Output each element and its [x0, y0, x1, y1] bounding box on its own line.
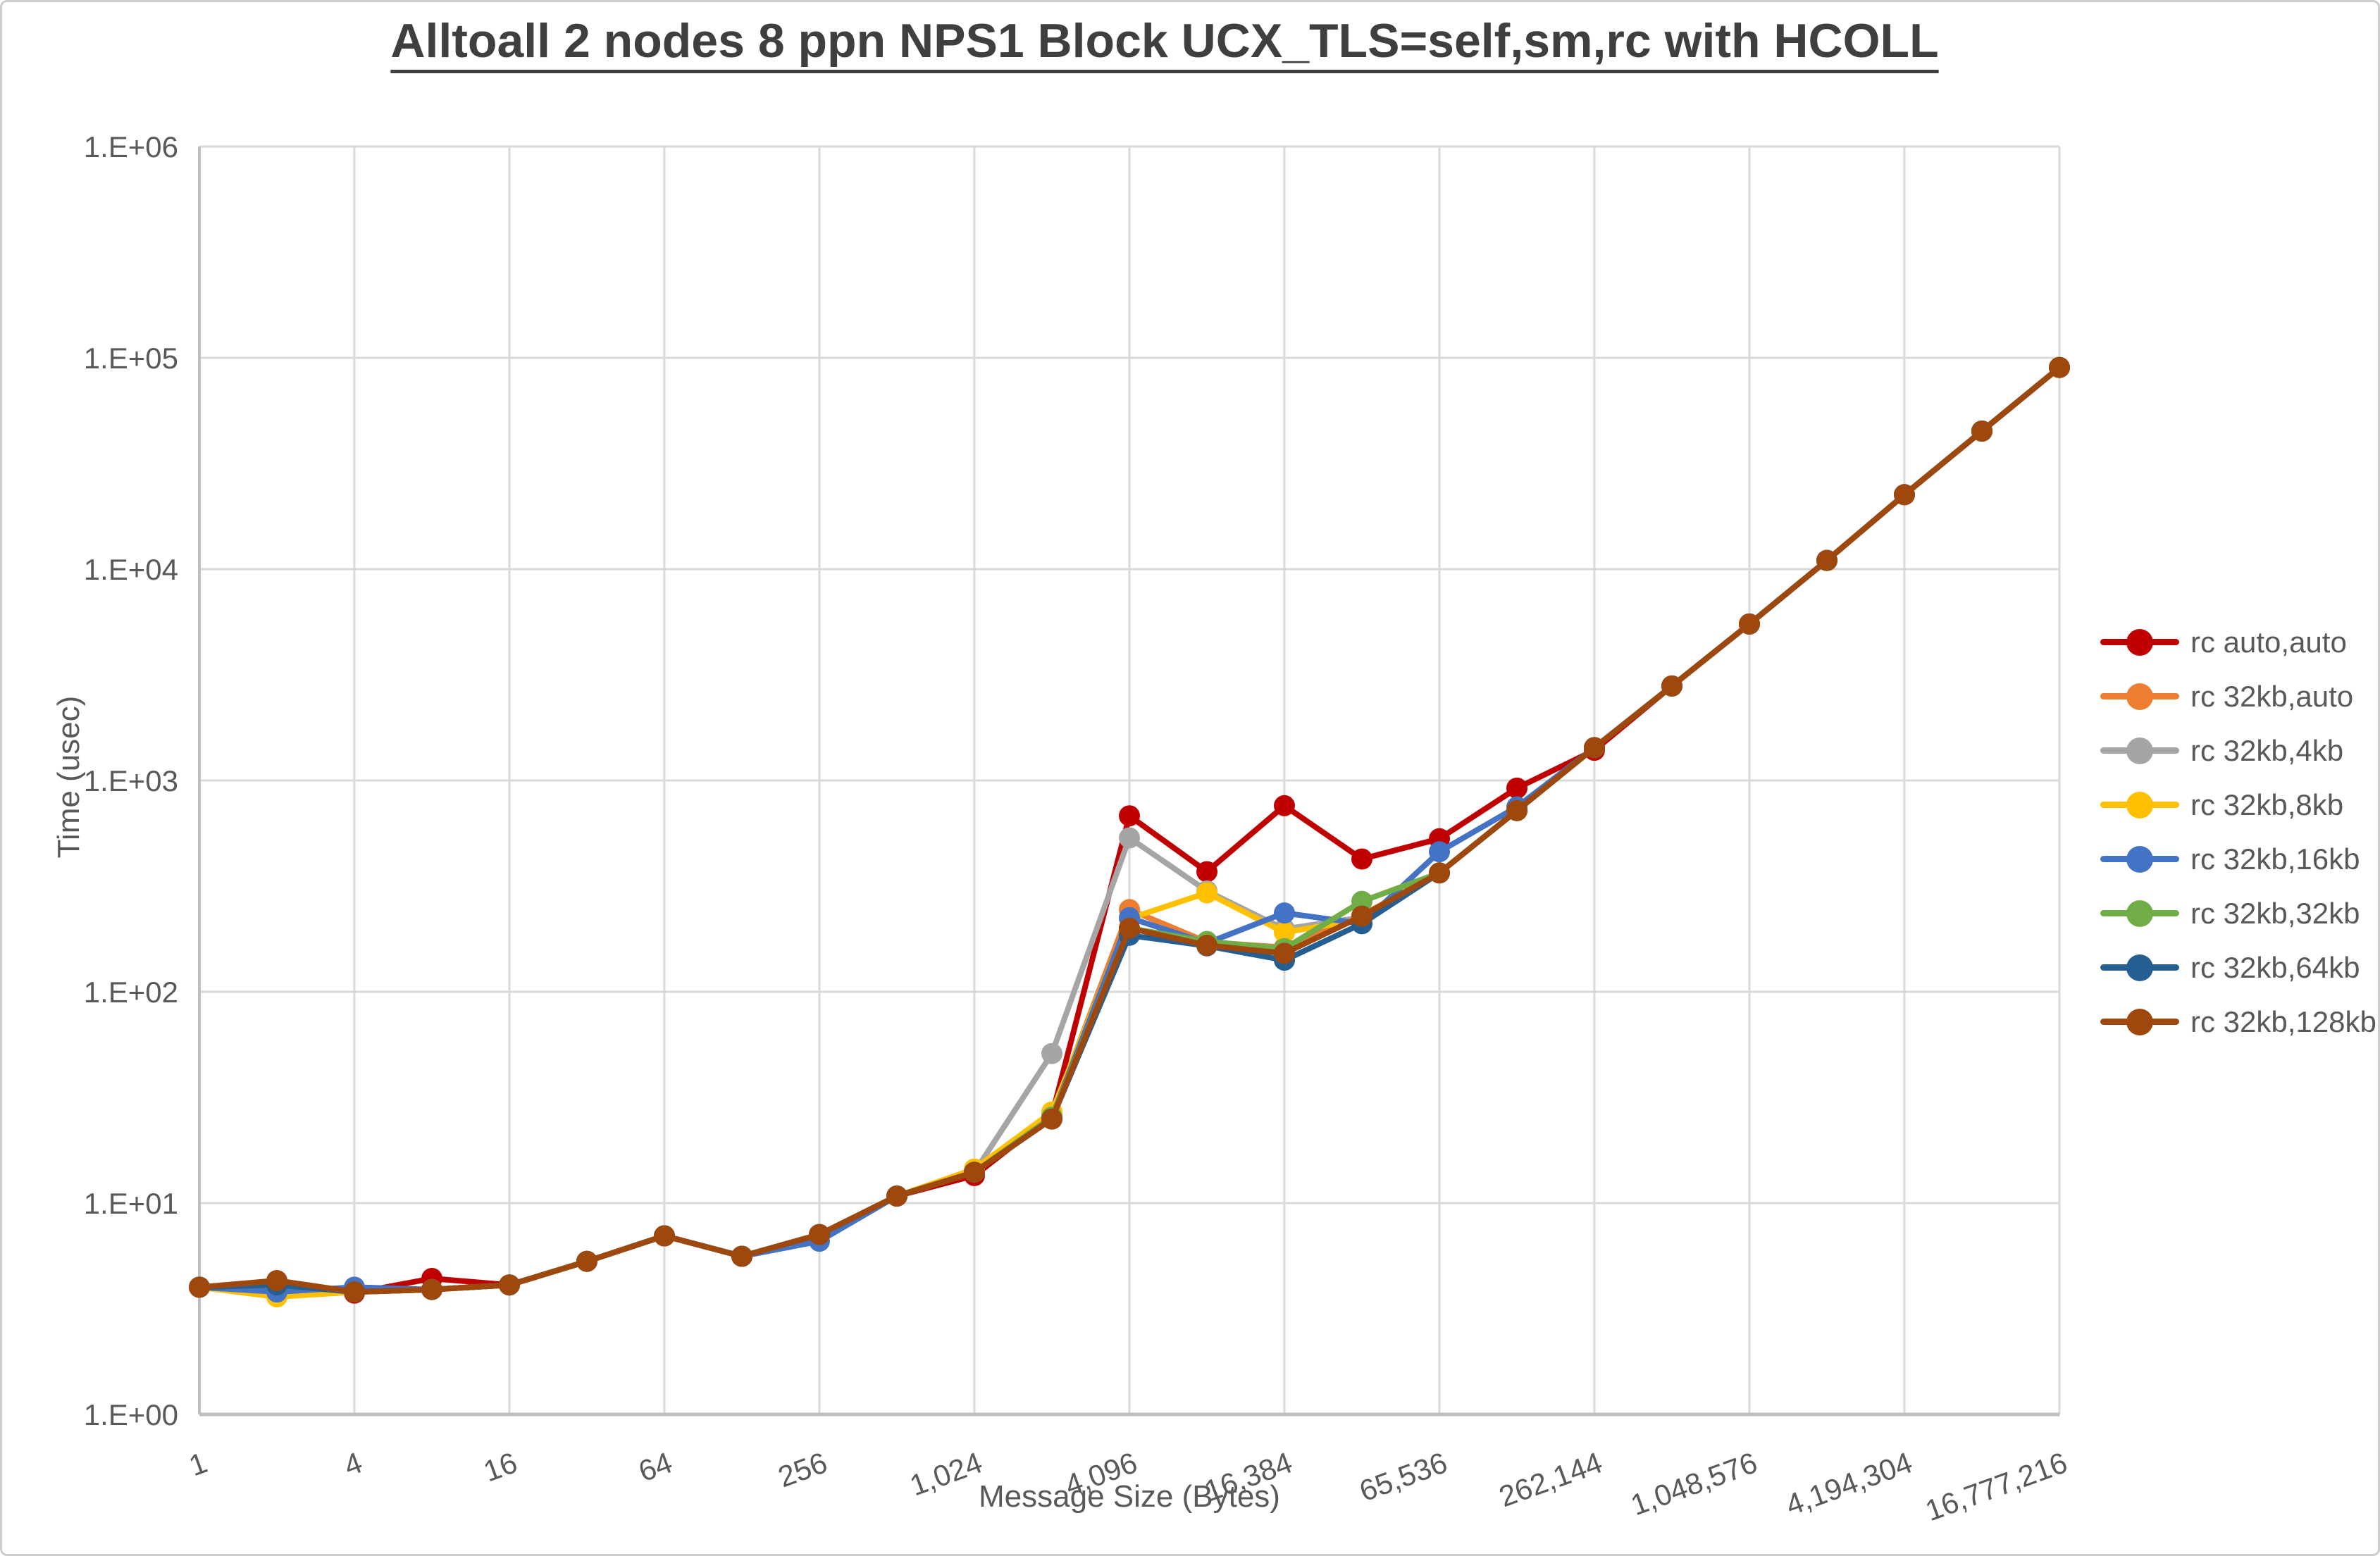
data-point-rc-32kb-128kb: [1119, 917, 1140, 939]
data-point-rc-32kb-128kb: [1196, 935, 1217, 956]
legend-label: rc auto,auto: [2190, 625, 2347, 659]
data-point-rc-auto-auto: [1196, 861, 1217, 883]
data-point-rc-32kb-128kb: [654, 1225, 675, 1247]
legend-label: rc 32kb,16kb: [2190, 842, 2360, 876]
legend-marker-icon: [2126, 791, 2153, 819]
data-point-rc-32kb-128kb: [731, 1245, 752, 1267]
y-tick-label: 1.E+01: [84, 1187, 178, 1220]
data-point-rc-32kb-128kb: [2049, 356, 2070, 378]
data-point-rc-32kb-8kb: [1196, 882, 1217, 904]
y-tick-label: 1.E+03: [84, 764, 178, 797]
x-tick-label: 4,194,304: [1781, 1445, 1916, 1521]
legend-item: rc auto,auto: [2100, 615, 2376, 669]
legend-label: rc 32kb,64kb: [2190, 950, 2360, 984]
legend-marker-icon: [2126, 1008, 2153, 1035]
legend-item: rc 32kb,16kb: [2100, 832, 2376, 886]
x-tick-label: 16,777,216: [1921, 1445, 2071, 1527]
x-tick-label: 1,024: [905, 1445, 986, 1502]
legend-item: rc 32kb,64kb: [2100, 940, 2376, 995]
legend-line-icon: [2100, 737, 2179, 764]
legend-line-icon: [2100, 900, 2179, 927]
y-tick-label: 1.E+04: [84, 553, 178, 586]
legend-line-icon: [2100, 791, 2179, 819]
data-point-rc-32kb-128kb: [1506, 799, 1527, 821]
chart-title: Alltoall 2 nodes 8 ppn NPS1 Block UCX_TL…: [2, 13, 2327, 68]
data-point-rc-32kb-128kb: [886, 1185, 907, 1207]
legend-line-icon: [2100, 628, 2179, 656]
x-tick-label: 16: [479, 1445, 521, 1488]
x-tick-label: 1,048,576: [1626, 1445, 1761, 1521]
data-point-rc-32kb-128kb: [499, 1274, 520, 1296]
data-point-rc-32kb-128kb: [1816, 549, 1837, 571]
data-point-rc-32kb-32kb: [1351, 890, 1372, 912]
legend-marker-icon: [2126, 954, 2153, 981]
x-tick-label: 65,536: [1355, 1445, 1451, 1507]
x-tick-label: 64: [634, 1445, 676, 1488]
data-point-rc-32kb-16kb: [1274, 902, 1295, 924]
legend-item: rc 32kb,auto: [2100, 669, 2376, 723]
data-point-rc-32kb-128kb: [1274, 942, 1295, 964]
data-point-rc-32kb-128kb: [1351, 905, 1372, 927]
legend-line-icon: [2100, 845, 2179, 873]
legend-label: rc 32kb,4kb: [2190, 733, 2344, 767]
data-point-rc-auto-auto: [1506, 777, 1527, 799]
data-point-rc-32kb-128kb: [1429, 862, 1450, 884]
legend-line-icon: [2100, 954, 2179, 981]
legend-label: rc 32kb,auto: [2190, 679, 2354, 713]
legend-item: rc 32kb,128kb: [2100, 995, 2376, 1049]
legend-line-icon: [2100, 683, 2179, 710]
data-point-rc-32kb-4kb: [1119, 827, 1140, 849]
data-point-rc-32kb-4kb: [1041, 1042, 1062, 1064]
data-point-rc-auto-auto: [1274, 795, 1295, 816]
legend-item: rc 32kb,32kb: [2100, 886, 2376, 940]
legend-label: rc 32kb,128kb: [2190, 1004, 2376, 1038]
data-point-rc-32kb-128kb: [1584, 737, 1605, 759]
data-point-rc-32kb-128kb: [1739, 613, 1760, 635]
legend-marker-icon: [2126, 628, 2153, 656]
data-point-rc-32kb-16kb: [1429, 841, 1450, 863]
x-axis-title: Message Size (Bytes): [979, 1479, 1280, 1514]
data-point-rc-32kb-128kb: [1971, 421, 1992, 442]
chart-title-text: Alltoall 2 nodes 8 ppn NPS1 Block UCX_TL…: [390, 14, 1939, 68]
x-tick-label: 1: [185, 1445, 211, 1482]
data-point-rc-32kb-128kb: [576, 1250, 597, 1272]
legend-marker-icon: [2126, 900, 2153, 927]
data-point-rc-auto-auto: [1119, 805, 1140, 827]
legend-item: rc 32kb,4kb: [2100, 723, 2376, 778]
data-point-rc-auto-auto: [1351, 848, 1372, 870]
data-point-rc-32kb-128kb: [344, 1281, 365, 1303]
data-point-rc-32kb-128kb: [1894, 484, 1915, 506]
x-tick-label: 256: [774, 1445, 831, 1493]
y-tick-label: 1.E+02: [84, 976, 178, 1009]
legend-line-icon: [2100, 1008, 2179, 1035]
data-point-rc-32kb-128kb: [421, 1278, 442, 1300]
data-point-rc-32kb-128kb: [809, 1224, 830, 1245]
legend: rc auto,auto rc 32kb,auto rc 32kb,4kb rc 32…: [2100, 615, 2376, 1049]
data-point-rc-32kb-8kb: [1274, 921, 1295, 943]
legend-label: rc 32kb,32kb: [2190, 896, 2360, 930]
legend-label: rc 32kb,8kb: [2190, 788, 2344, 821]
y-tick-label: 1.E+00: [84, 1398, 178, 1431]
legend-marker-icon: [2126, 737, 2153, 764]
data-point-rc-32kb-128kb: [1041, 1108, 1062, 1130]
data-point-rc-32kb-128kb: [964, 1162, 985, 1183]
legend-marker-icon: [2126, 845, 2153, 873]
data-point-rc-32kb-128kb: [1661, 675, 1682, 697]
y-tick-label: 1.E+06: [84, 130, 178, 163]
x-tick-label: 262,144: [1494, 1445, 1606, 1513]
data-point-rc-32kb-128kb: [266, 1270, 287, 1291]
x-tick-label: 4: [340, 1445, 366, 1482]
y-tick-label: 1.E+05: [84, 342, 178, 375]
legend-item: rc 32kb,8kb: [2100, 778, 2376, 832]
data-point-rc-32kb-128kb: [189, 1276, 210, 1298]
legend-marker-icon: [2126, 683, 2153, 710]
